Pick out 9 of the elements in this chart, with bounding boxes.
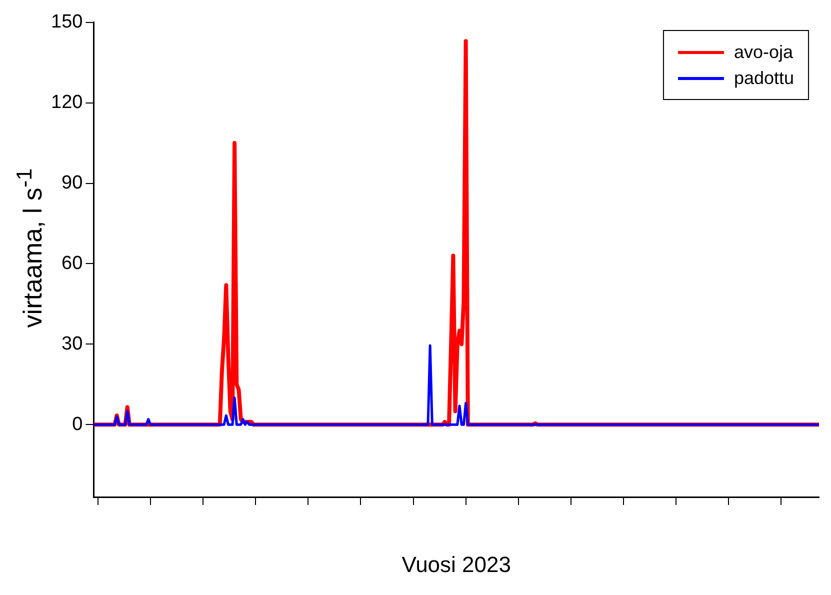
y-tick-label: 120 — [51, 92, 83, 114]
legend-label: avo-oja — [734, 41, 793, 64]
legend-label: padottu — [734, 67, 794, 90]
y-tick-label: 0 — [72, 414, 83, 435]
y-tick-label: 90 — [62, 172, 83, 194]
y-tick-label: 30 — [62, 333, 83, 354]
y-tick-label: 150 — [51, 12, 83, 33]
y-tick-label: 60 — [62, 252, 83, 274]
x-axis-title: Vuosi 2023 — [402, 552, 511, 577]
